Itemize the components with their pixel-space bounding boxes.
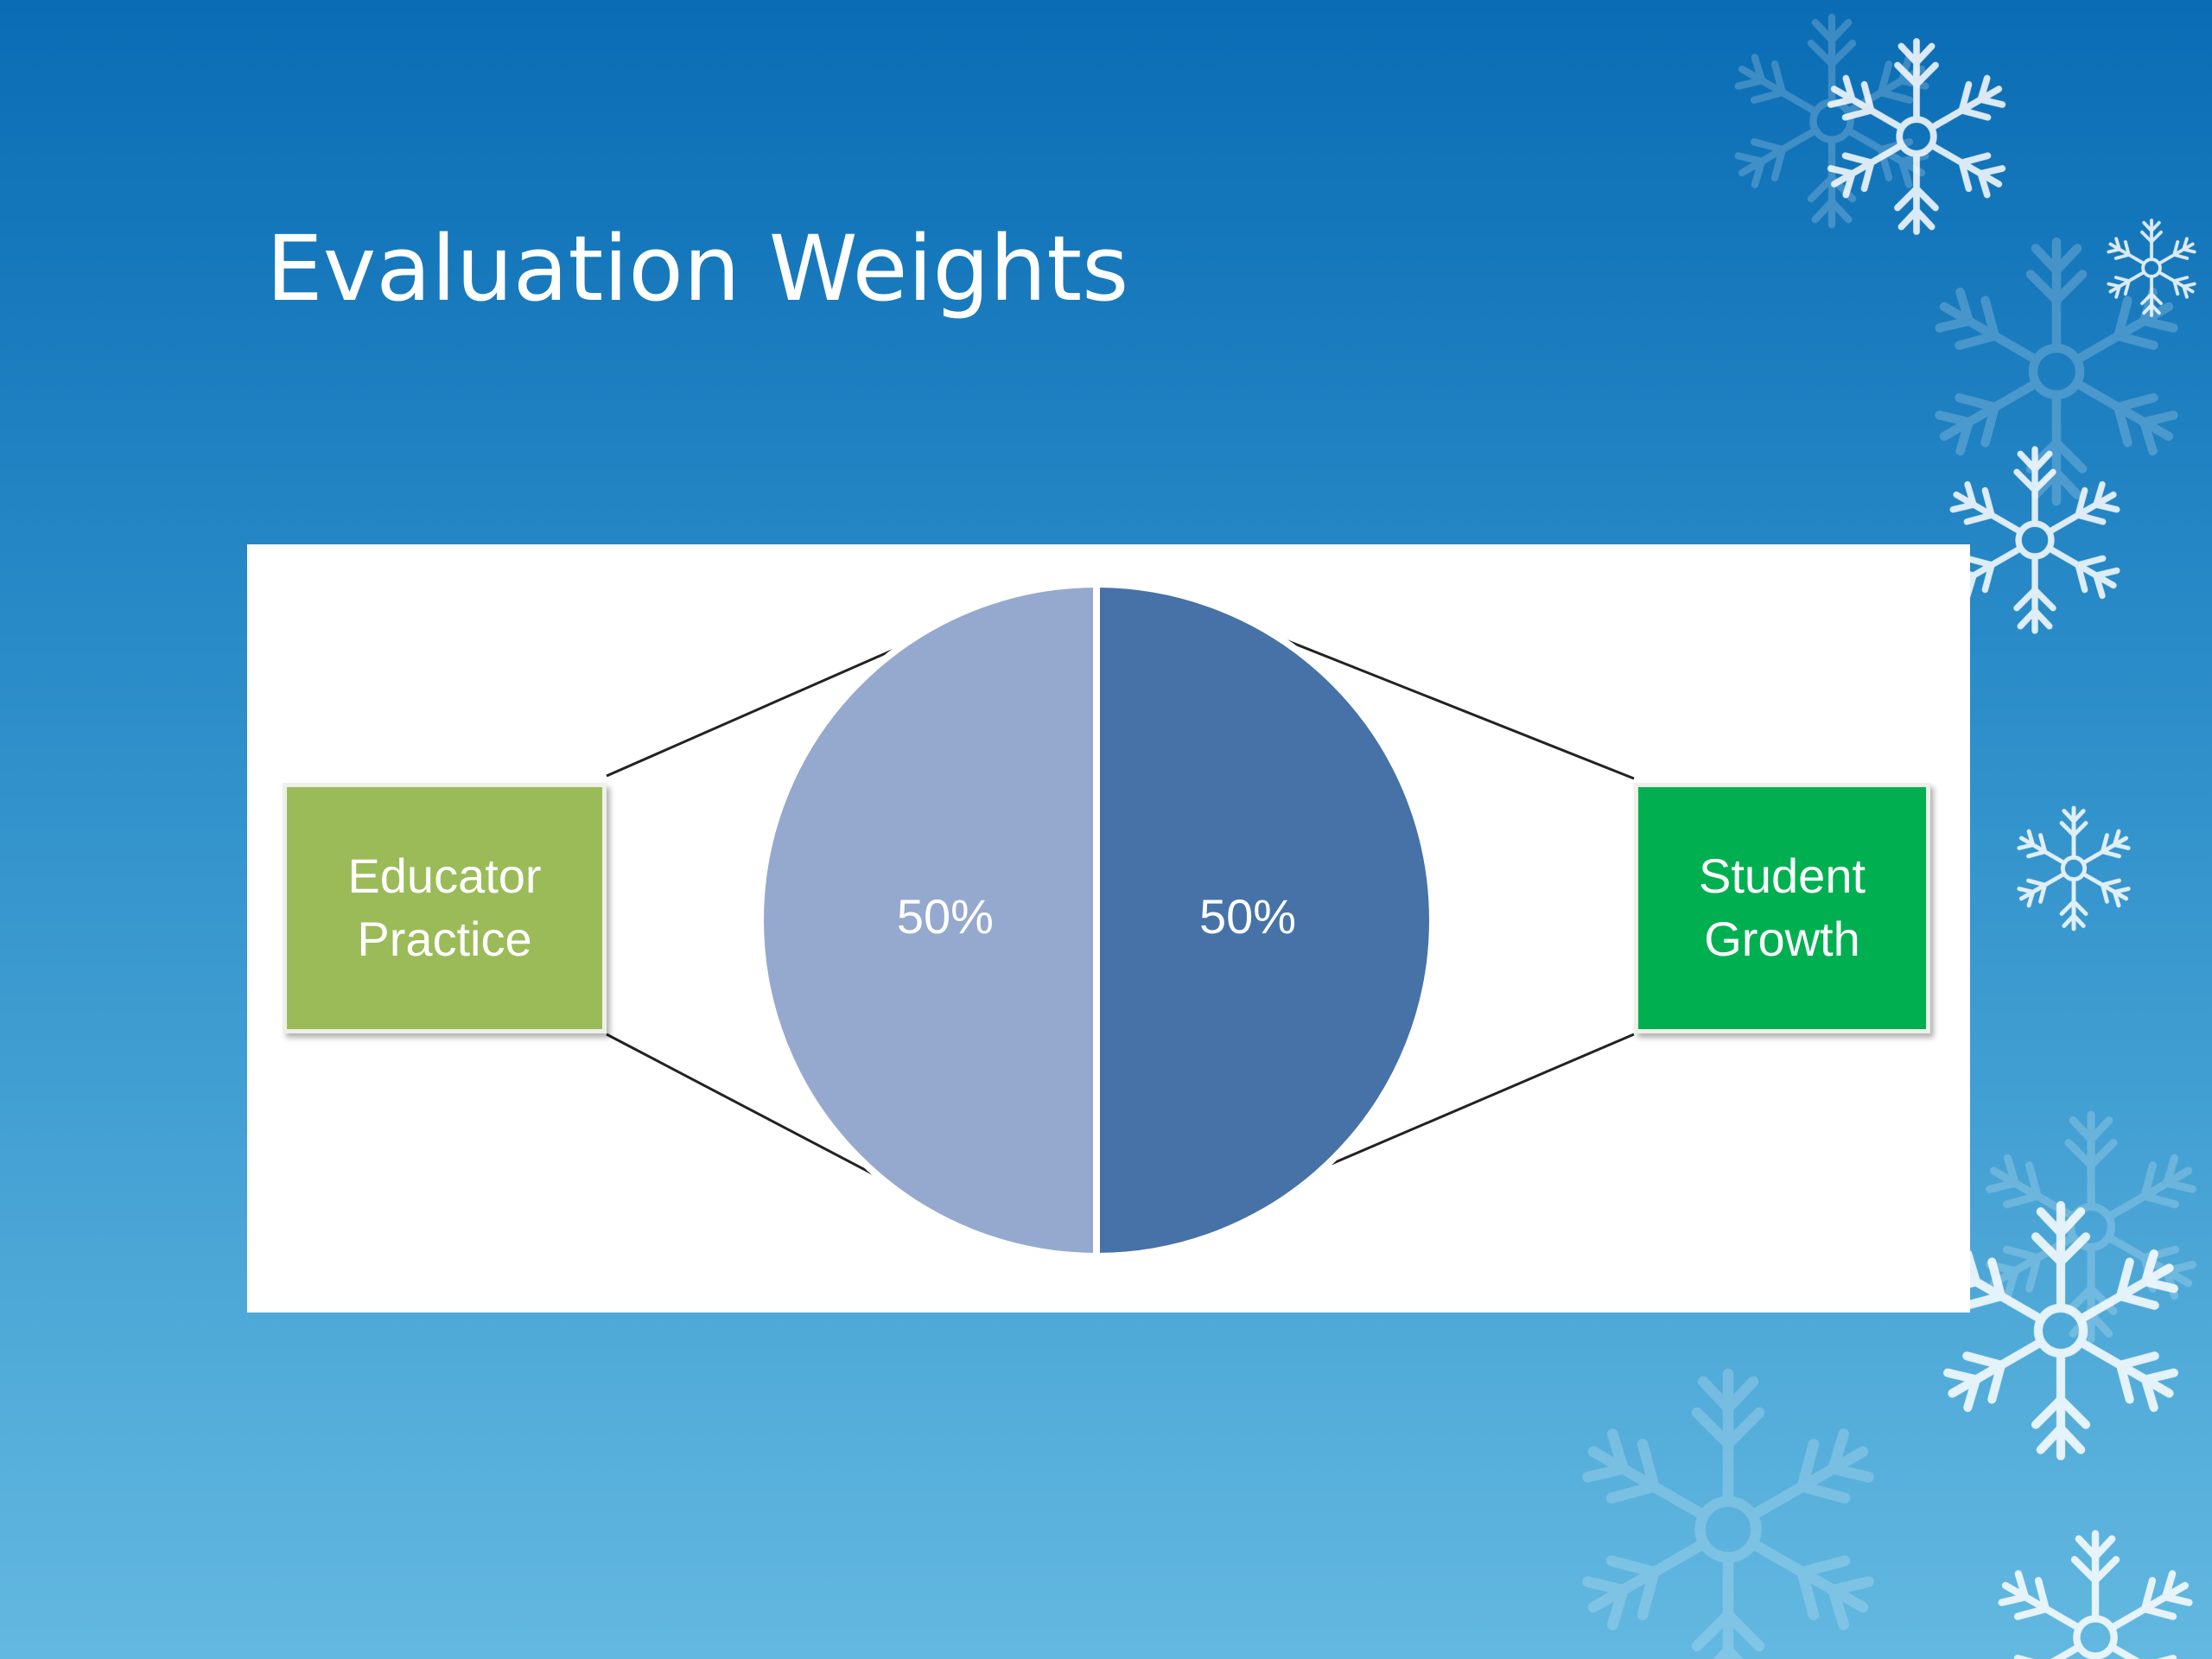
category-box: Student Growth [1634,783,1930,1033]
connector [1255,626,1635,780]
slice-label: 50% [1199,889,1296,944]
pie-slice [1093,580,1436,1261]
category-box: Educator Practice [283,783,607,1033]
slice-label: 50% [897,889,994,944]
connector [606,626,944,778]
slide-title: Evaluation Weights [266,216,1129,321]
connector [1294,1033,1635,1181]
pie-slice [757,580,1100,1261]
